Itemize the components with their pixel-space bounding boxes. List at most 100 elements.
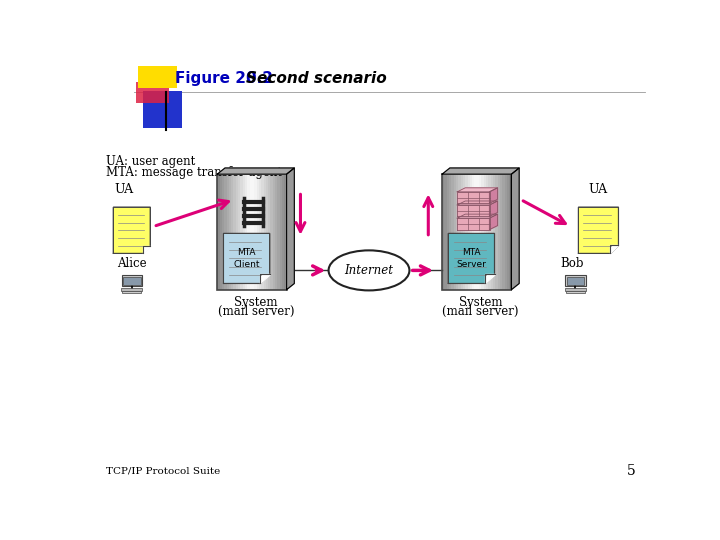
Bar xyxy=(484,174,487,289)
Bar xyxy=(268,174,271,289)
Text: MTA: message transfer agent: MTA: message transfer agent xyxy=(106,166,282,179)
Text: Second scenario: Second scenario xyxy=(246,71,387,86)
Bar xyxy=(275,174,278,289)
Bar xyxy=(479,174,482,289)
Bar xyxy=(217,174,287,289)
Bar xyxy=(224,174,227,289)
Polygon shape xyxy=(578,207,618,253)
Polygon shape xyxy=(113,207,150,253)
Bar xyxy=(509,174,512,289)
Polygon shape xyxy=(485,274,495,284)
Text: TCP/IP Protocol Suite: TCP/IP Protocol Suite xyxy=(106,467,220,476)
Polygon shape xyxy=(457,192,490,203)
Polygon shape xyxy=(457,218,490,230)
Bar xyxy=(245,174,248,289)
Bar xyxy=(474,174,477,289)
Bar xyxy=(490,174,493,289)
Polygon shape xyxy=(223,233,270,284)
Polygon shape xyxy=(287,168,294,289)
Bar xyxy=(266,174,269,289)
Bar xyxy=(233,174,236,289)
Bar xyxy=(217,174,220,289)
Bar xyxy=(277,174,280,289)
Polygon shape xyxy=(442,168,519,174)
Bar xyxy=(505,174,507,289)
Text: System: System xyxy=(459,296,503,309)
Bar xyxy=(465,174,468,289)
Bar xyxy=(442,174,445,289)
Bar xyxy=(138,66,176,88)
Bar xyxy=(477,174,480,289)
Bar xyxy=(493,174,495,289)
Text: 5: 5 xyxy=(626,464,636,478)
Polygon shape xyxy=(490,201,498,217)
Bar xyxy=(459,174,461,289)
Bar xyxy=(495,174,498,289)
Bar xyxy=(564,288,586,291)
Polygon shape xyxy=(457,188,498,192)
Bar xyxy=(220,174,222,289)
Bar xyxy=(137,82,168,103)
Bar xyxy=(279,174,282,289)
Text: Client: Client xyxy=(233,260,260,269)
Bar xyxy=(498,174,500,289)
Text: (mail server): (mail server) xyxy=(217,305,294,318)
Ellipse shape xyxy=(328,251,410,291)
Bar xyxy=(284,174,287,289)
Bar xyxy=(461,174,464,289)
Bar xyxy=(503,174,505,289)
Polygon shape xyxy=(490,188,498,203)
Text: Alice: Alice xyxy=(117,257,147,271)
Bar xyxy=(449,174,451,289)
Polygon shape xyxy=(457,201,498,205)
Bar xyxy=(282,174,284,289)
Bar xyxy=(243,174,246,289)
Bar xyxy=(252,174,255,289)
Bar xyxy=(121,288,143,291)
Bar xyxy=(271,174,273,289)
Bar xyxy=(482,174,484,289)
Polygon shape xyxy=(490,214,498,230)
Bar xyxy=(143,91,182,128)
Bar xyxy=(454,174,456,289)
Bar xyxy=(238,174,240,289)
Bar xyxy=(467,174,470,289)
Bar xyxy=(122,274,142,286)
Bar xyxy=(123,276,140,285)
Text: UA: UA xyxy=(589,184,608,197)
Bar xyxy=(565,274,585,286)
Bar xyxy=(488,174,491,289)
Polygon shape xyxy=(143,246,150,253)
Bar xyxy=(486,174,489,289)
Text: Internet: Internet xyxy=(344,264,394,277)
Text: (mail server): (mail server) xyxy=(442,305,519,318)
Bar xyxy=(248,174,250,289)
Polygon shape xyxy=(217,168,294,174)
Bar xyxy=(451,174,454,289)
Bar xyxy=(500,174,503,289)
Bar xyxy=(463,174,466,289)
Text: UA: user agent: UA: user agent xyxy=(106,154,195,167)
Bar xyxy=(235,174,238,289)
Text: Bob: Bob xyxy=(561,257,584,271)
Bar xyxy=(227,174,229,289)
Polygon shape xyxy=(261,274,270,284)
Bar xyxy=(470,174,472,289)
Bar xyxy=(456,174,459,289)
Bar xyxy=(507,174,510,289)
Text: Server: Server xyxy=(456,260,486,269)
Bar xyxy=(447,174,449,289)
Bar xyxy=(259,174,261,289)
Polygon shape xyxy=(457,205,490,217)
Bar xyxy=(442,174,511,289)
Bar xyxy=(444,174,447,289)
Bar xyxy=(264,174,266,289)
Text: System: System xyxy=(234,296,278,309)
Bar xyxy=(229,174,232,289)
Bar xyxy=(222,174,225,289)
Bar xyxy=(254,174,257,289)
Bar xyxy=(261,174,264,289)
Polygon shape xyxy=(457,214,498,218)
Bar xyxy=(231,174,234,289)
Bar xyxy=(250,174,252,289)
